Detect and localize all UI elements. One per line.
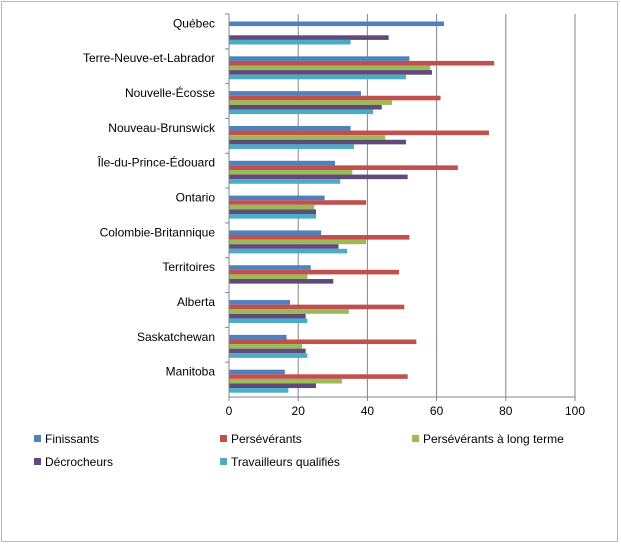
bar — [229, 353, 308, 358]
bar — [229, 169, 353, 175]
bar — [229, 65, 431, 71]
category-label: Colombie-Britannique — [100, 225, 216, 239]
legend-swatch — [412, 435, 419, 442]
legend-label: Persévérants à long terme — [423, 432, 564, 446]
legend: Finissants Persévérants Persévérants à lon… — [34, 432, 564, 469]
bar — [229, 383, 316, 389]
category-label: Ontario — [176, 191, 216, 205]
bar — [229, 70, 432, 75]
x-tick-label: 80 — [499, 404, 513, 418]
x-tick-label: 0 — [226, 404, 233, 418]
category-label: Nouvelle-Écosse — [125, 85, 215, 100]
bar — [229, 213, 316, 219]
bars — [229, 21, 495, 393]
tick-labels: 0 20 40 60 80 100 — [226, 404, 586, 418]
bar — [229, 369, 285, 375]
bar — [229, 135, 386, 140]
bar — [229, 165, 458, 170]
x-tick-label: 60 — [430, 404, 444, 418]
legend-swatch — [220, 435, 227, 442]
category-label: Alberta — [177, 295, 215, 309]
bar — [229, 300, 291, 305]
bar — [229, 130, 489, 136]
bar — [229, 179, 341, 184]
bar — [229, 109, 374, 115]
bar — [229, 265, 311, 270]
bar — [229, 144, 355, 149]
category-label: Île-du-Prince-Édouard — [97, 155, 215, 170]
bar — [229, 318, 308, 324]
bar — [229, 91, 361, 96]
bar — [229, 374, 408, 379]
bar — [229, 230, 322, 236]
bar — [229, 195, 325, 201]
bar — [229, 39, 351, 45]
bar — [229, 174, 408, 180]
bar — [229, 339, 417, 345]
legend-swatch — [220, 458, 227, 465]
bar — [229, 378, 342, 384]
category-label: Québec — [173, 16, 215, 30]
category-label: Territoires — [162, 260, 215, 274]
category-label: Manitoba — [166, 365, 216, 379]
legend-swatch — [34, 435, 41, 442]
bar — [229, 334, 287, 340]
legend-label: Travailleurs qualifiés — [231, 455, 340, 469]
category-label: Terre-Neuve-et-Labrador — [83, 51, 215, 65]
x-tick-label: 100 — [565, 404, 585, 418]
x-tick-label: 40 — [361, 404, 375, 418]
bar — [229, 21, 445, 27]
bar — [229, 95, 441, 101]
bar — [229, 239, 367, 245]
bar — [229, 309, 349, 314]
bar — [229, 209, 316, 214]
bar — [229, 248, 348, 254]
bar — [229, 235, 410, 240]
legend-label: Décrocheurs — [45, 455, 113, 469]
legend-label: Persévérants — [231, 432, 302, 446]
x-tick-label: 20 — [292, 404, 306, 418]
category-label: Nouveau-Brunswick — [108, 121, 216, 135]
bar — [229, 304, 405, 310]
axes — [225, 13, 576, 401]
bar — [229, 200, 367, 205]
bar — [229, 313, 306, 319]
bar — [229, 279, 334, 284]
bar — [229, 274, 308, 280]
bar — [229, 269, 400, 275]
bar — [229, 348, 306, 354]
category-label: Saskatchewan — [137, 330, 215, 344]
bar — [229, 104, 382, 110]
bar — [229, 139, 406, 145]
bar — [229, 244, 339, 249]
bar — [229, 60, 495, 66]
bar — [229, 125, 351, 131]
category-labels: Québec Terre-Neuve-et-Labrador Nouvelle-Éc… — [83, 16, 216, 378]
legend-swatch — [34, 458, 41, 465]
bar — [229, 56, 410, 61]
bar — [229, 35, 389, 40]
bar — [229, 160, 336, 166]
bar — [229, 100, 393, 105]
bar — [229, 204, 315, 210]
bar-chart: Québec Terre-Neuve-et-Labrador Nouvelle-Éc… — [34, 13, 586, 469]
bar — [229, 388, 289, 393]
bar — [229, 344, 303, 349]
legend-label: Finissants — [45, 432, 99, 446]
bar — [229, 74, 406, 80]
